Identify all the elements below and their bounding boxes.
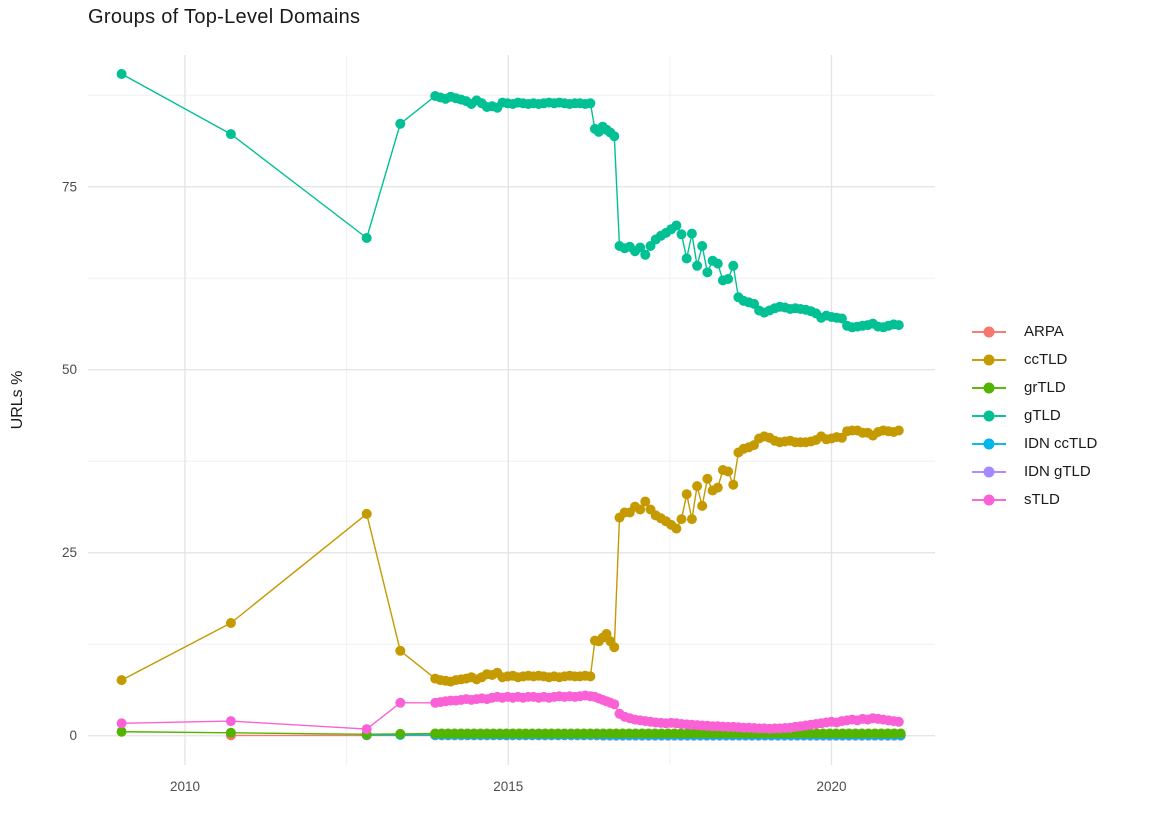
svg-text:2020: 2020 xyxy=(817,779,847,794)
legend-dot-icon xyxy=(983,354,995,365)
legend: ARPA ccTLD grTLD xyxy=(972,322,1097,509)
grid-minor xyxy=(88,55,935,765)
legend-item-stld: sTLD xyxy=(972,490,1097,509)
legend-key-icon xyxy=(972,382,1006,394)
svg-text:75: 75 xyxy=(62,179,77,194)
y-axis-title: URLs % xyxy=(9,371,26,430)
chart-title: Groups of Top-Level Domains xyxy=(88,6,361,28)
series-gtld xyxy=(116,69,904,333)
svg-text:25: 25 xyxy=(62,545,77,560)
series-stld xyxy=(116,690,904,735)
legend-key-icon xyxy=(972,410,1006,422)
legend-item-idn-gtld: IDN gTLD xyxy=(972,462,1097,481)
legend-item-cctld: ccTLD xyxy=(972,350,1097,369)
svg-text:2010: 2010 xyxy=(170,779,200,794)
svg-text:0: 0 xyxy=(69,728,77,743)
legend-item-label: grTLD xyxy=(1024,379,1066,396)
legend-dot-icon xyxy=(983,494,995,505)
legend-key-icon xyxy=(972,494,1006,506)
legend-item-label: IDN gTLD xyxy=(1024,463,1091,480)
y-axis-tick-labels: 0 25 50 75 xyxy=(62,179,77,743)
legend-item-label: ARPA xyxy=(1024,323,1064,340)
legend-item-label: gTLD xyxy=(1024,407,1061,424)
x-axis-tick-labels: 2010 2015 2020 xyxy=(170,779,847,794)
legend-key-icon xyxy=(972,354,1006,366)
legend-dot-icon xyxy=(983,382,995,393)
legend-item-arpa: ARPA xyxy=(972,322,1097,341)
legend-dot-icon xyxy=(983,438,995,449)
legend-key-icon xyxy=(972,466,1006,478)
legend-item-gtld: gTLD xyxy=(972,406,1097,425)
legend-item-grtld: grTLD xyxy=(972,378,1097,397)
legend-dot-icon xyxy=(983,466,995,477)
legend-dot-icon xyxy=(983,410,995,421)
legend-item-label: IDN ccTLD xyxy=(1024,435,1098,452)
series-cctld xyxy=(116,425,904,687)
legend-dot-icon xyxy=(983,326,995,337)
legend-key-icon xyxy=(972,438,1006,450)
legend-item-label: ccTLD xyxy=(1024,351,1068,368)
legend-item-label: sTLD xyxy=(1024,491,1060,508)
legend-item-idn-cctld: IDN ccTLD xyxy=(972,434,1097,453)
legend-key-icon xyxy=(972,326,1006,338)
svg-text:2015: 2015 xyxy=(493,779,523,794)
svg-text:50: 50 xyxy=(62,362,77,377)
